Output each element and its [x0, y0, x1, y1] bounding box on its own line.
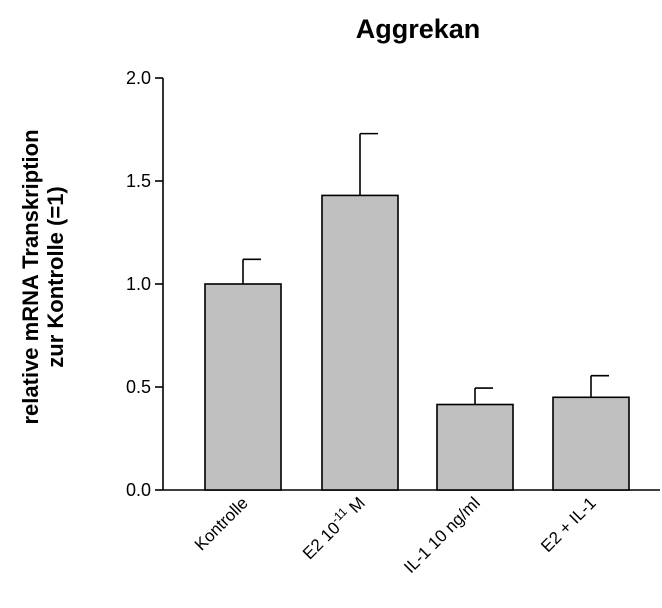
bar-1 [204, 283, 282, 491]
error-bars [242, 132, 609, 405]
y-tick-label: 0.0 [126, 480, 151, 500]
category-label: E2 + IL-1 [537, 493, 600, 556]
y-tick-label: 1.0 [126, 274, 151, 294]
y-axis-label-line-2: zur Kontrolle (=1) [43, 186, 68, 368]
bar-3 [436, 403, 514, 491]
category-labels: Kontrolle E2 10-11 M IL-1 10 ng/ml E2 + IL-… [191, 491, 600, 577]
y-tick-label: 0.5 [126, 377, 151, 397]
y-tick-label: 1.5 [126, 171, 151, 191]
y-axis-label-line-1: relative mRNA Transkription [18, 129, 43, 424]
category-label: Kontrolle [191, 493, 252, 554]
bar-2 [321, 194, 399, 491]
y-tick-label: 2.0 [126, 68, 151, 88]
y-axis-label: relative mRNA Transkription zur Kontroll… [18, 129, 68, 424]
y-axis: 0.0 0.5 1.0 1.5 2.0 [126, 68, 164, 500]
category-label: E2 10-11 M [297, 491, 369, 563]
bars [204, 194, 630, 491]
chart-title: Aggrekan [356, 14, 481, 44]
category-label: IL-1 10 ng/ml [400, 493, 484, 577]
bar-4 [552, 396, 630, 491]
